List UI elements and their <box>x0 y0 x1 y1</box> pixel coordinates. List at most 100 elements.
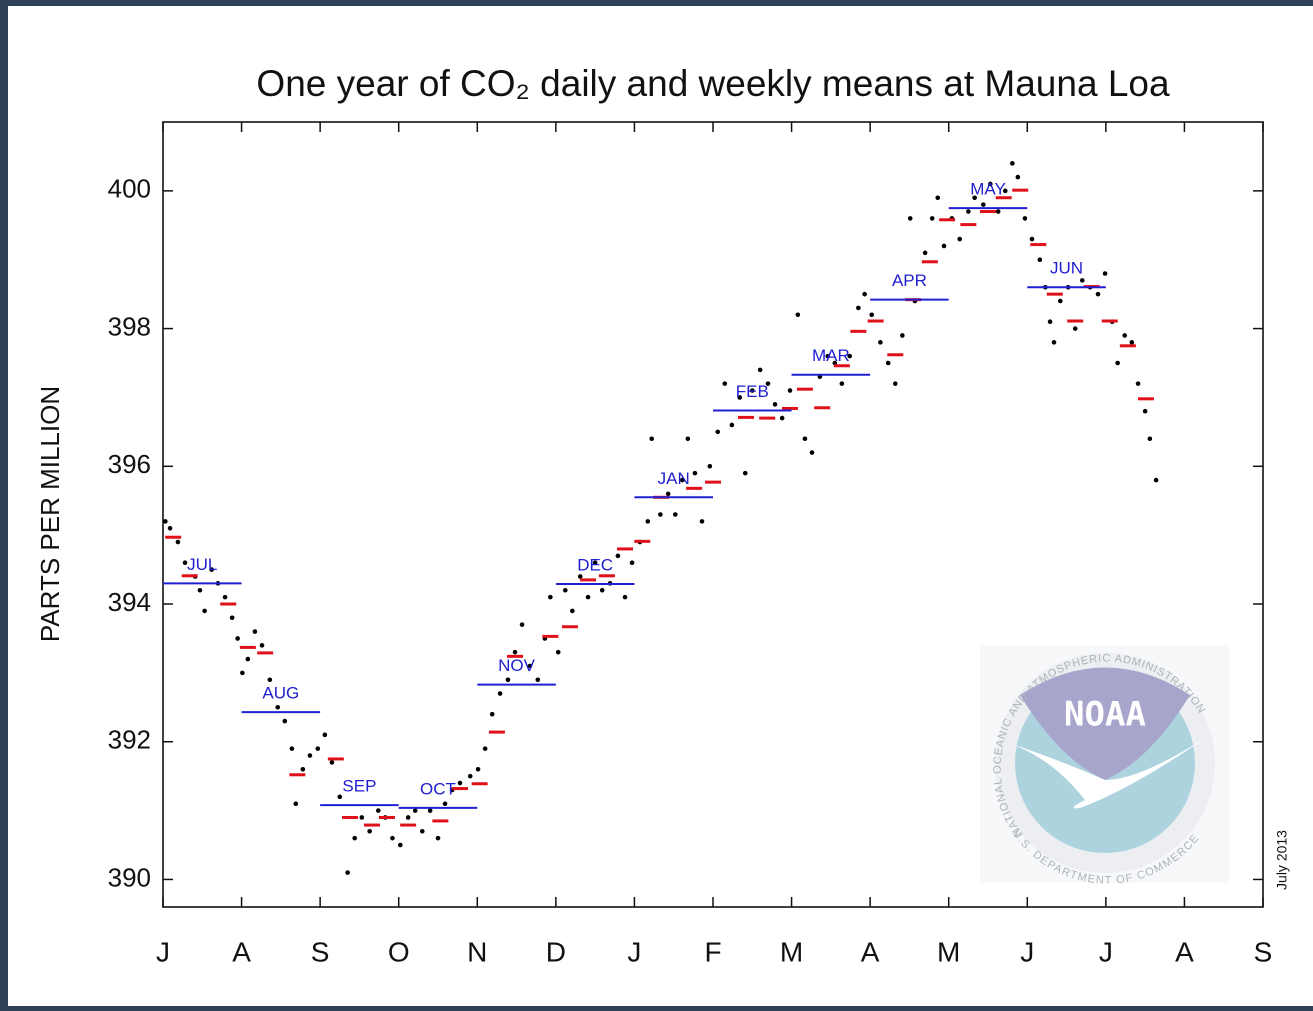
daily-point <box>435 835 441 841</box>
daily-point <box>737 395 743 400</box>
daily-point <box>1047 319 1053 324</box>
weekly-mean <box>921 260 938 264</box>
weekly-mean <box>400 823 417 827</box>
daily-point <box>419 828 425 834</box>
daily-point <box>856 305 861 311</box>
daily-point <box>1057 298 1063 304</box>
x-tick-label: J <box>156 936 170 967</box>
weekly-mean <box>432 819 449 823</box>
daily-point <box>699 519 705 524</box>
x-tick-label: M <box>780 936 803 967</box>
daily-point <box>1037 257 1043 263</box>
weekly-mean <box>833 364 850 368</box>
daily-point <box>1051 340 1057 345</box>
weekly-mean <box>342 815 358 819</box>
daily-point <box>505 677 511 683</box>
daily-point <box>779 415 785 421</box>
daily-point <box>592 560 598 566</box>
monthly-label: MAY <box>970 180 1006 199</box>
daily-point <box>359 815 365 820</box>
daily-point <box>235 636 240 641</box>
daily-point <box>658 512 663 517</box>
daily-point <box>892 381 898 386</box>
daily-point <box>980 202 986 207</box>
logo-sky <box>1020 667 1190 780</box>
daily-point <box>599 587 605 593</box>
daily-point <box>175 539 181 545</box>
daily-point <box>427 808 433 813</box>
daily-point <box>245 656 251 662</box>
monthly-label: NOV <box>498 656 536 675</box>
daily-point <box>749 388 755 393</box>
weekly-mean <box>980 210 996 214</box>
daily-point <box>375 808 381 813</box>
daily-point <box>475 766 481 772</box>
weekly-mean <box>1101 319 1118 323</box>
daily-point <box>772 402 778 407</box>
daily-point <box>742 470 748 476</box>
weekly-mean <box>562 625 578 629</box>
daily-point <box>527 663 533 669</box>
x-tick-label: A <box>232 936 251 967</box>
daily-point <box>182 560 188 566</box>
daily-point <box>570 608 575 614</box>
daily-point <box>1029 236 1035 242</box>
daily-point <box>995 209 1001 214</box>
daily-point <box>352 835 358 841</box>
daily-point <box>1129 340 1135 345</box>
weekly-mean <box>1137 397 1154 401</box>
daily-point <box>1142 408 1148 414</box>
daily-point <box>765 381 771 386</box>
daily-point <box>293 801 299 807</box>
weekly-mean <box>887 353 904 357</box>
daily-point <box>209 567 215 572</box>
monthly-label: OCT <box>420 779 456 798</box>
daily-point <box>259 643 265 648</box>
weekly-mean <box>782 406 798 410</box>
daily-point <box>412 808 418 813</box>
daily-point <box>922 250 928 256</box>
date-note: July 2013 <box>1274 830 1290 890</box>
daily-point <box>167 525 173 531</box>
daily-point <box>1010 161 1015 166</box>
daily-point <box>707 463 713 469</box>
daily-point <box>941 243 947 249</box>
daily-point <box>577 574 583 579</box>
logo-name: NOAA <box>1064 695 1146 735</box>
weekly-mean <box>289 773 306 777</box>
daily-point <box>1022 216 1028 221</box>
logo-bird <box>1000 735 1210 809</box>
weekly-mean <box>220 602 237 606</box>
weekly-mean <box>1030 243 1047 247</box>
x-tick-label: J <box>1099 936 1113 967</box>
daily-point <box>1147 436 1153 442</box>
x-tick-label: M <box>937 936 960 967</box>
daily-point <box>519 622 525 627</box>
daily-point <box>885 360 891 366</box>
x-tick-label: A <box>861 936 880 967</box>
monthly-label: MAR <box>812 346 850 365</box>
daily-point <box>878 340 883 345</box>
daily-point <box>289 746 295 751</box>
y-tick-label: 390 <box>108 862 151 892</box>
monthly-label: APR <box>892 271 927 290</box>
weekly-mean <box>1046 292 1063 296</box>
weekly-mean <box>1012 188 1029 192</box>
x-tick-label: S <box>1254 936 1273 967</box>
daily-point <box>1135 381 1141 386</box>
daily-point <box>337 794 343 800</box>
monthly-label: JUL <box>187 555 217 574</box>
daily-point <box>665 491 671 497</box>
daily-point <box>729 422 735 428</box>
daily-point <box>839 381 845 386</box>
weekly-mean <box>257 651 274 655</box>
daily-point <box>1002 188 1008 194</box>
weekly-mean <box>580 578 597 582</box>
x-tick-label: O <box>388 936 410 967</box>
daily-point <box>315 746 321 751</box>
daily-point <box>802 436 808 442</box>
daily-point <box>467 773 473 779</box>
weekly-mean <box>1067 319 1084 323</box>
monthly-label: FEB <box>736 382 769 401</box>
weekly-mean <box>378 815 395 819</box>
